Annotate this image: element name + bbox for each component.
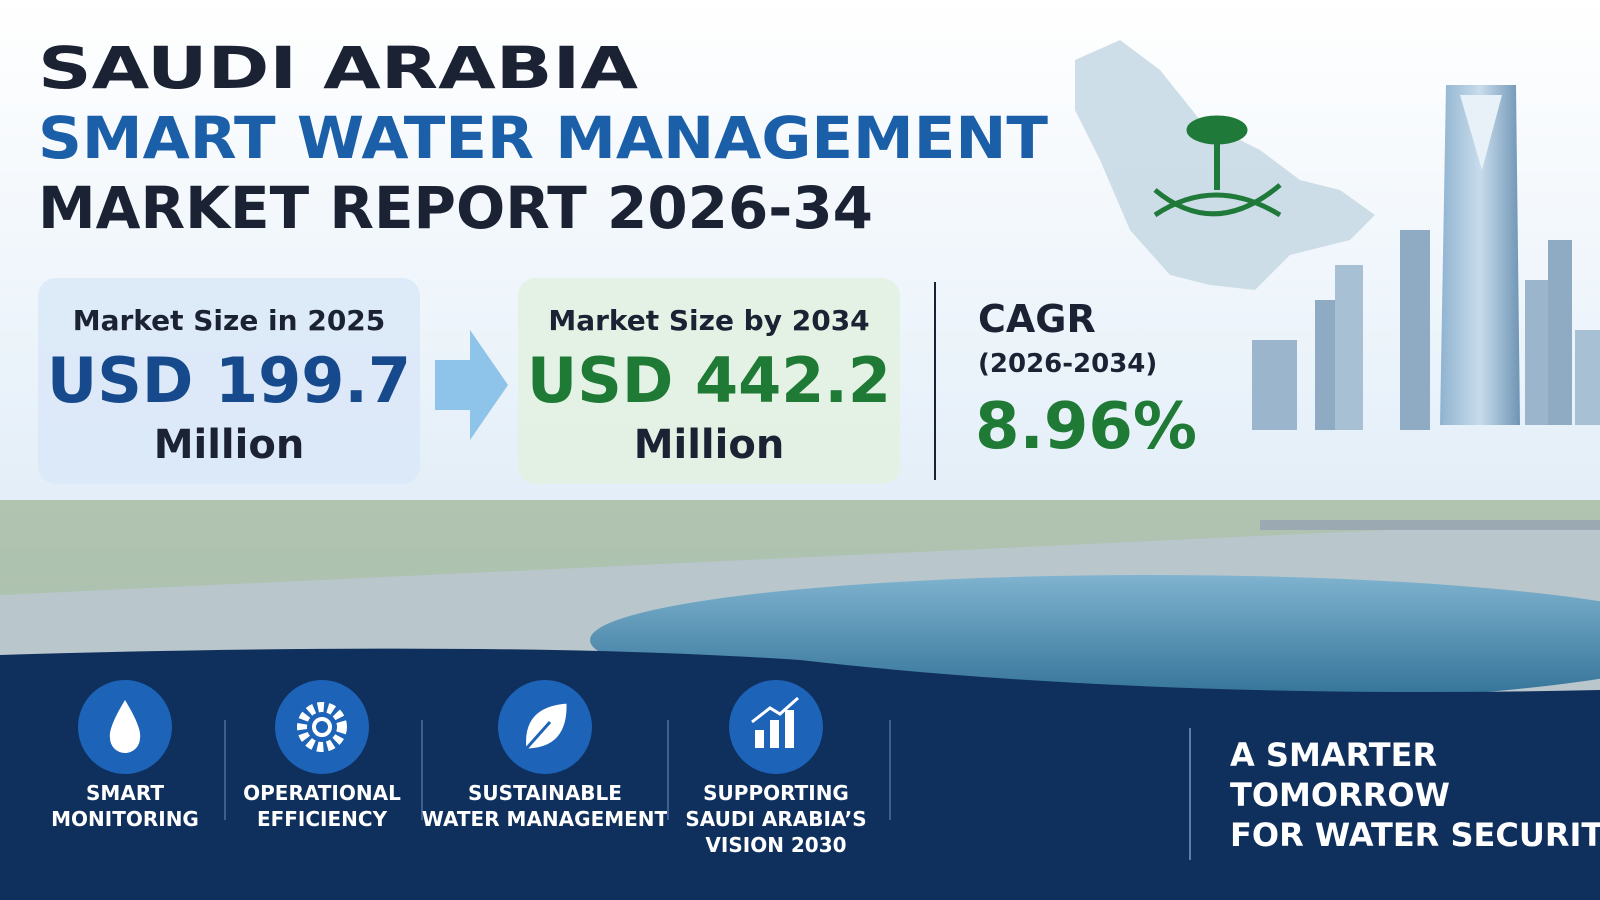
title-line: SAUDI ARABIA xyxy=(38,34,638,102)
tagline: A SMARTER xyxy=(1230,736,1437,774)
icon-drop xyxy=(109,700,141,753)
feature-label: SUSTAINABLE xyxy=(468,781,622,805)
icon-bar xyxy=(770,720,779,748)
feature-label: MONITORING xyxy=(51,807,199,831)
feature-label: WATER MANAGEMENT xyxy=(422,807,669,831)
feature-label: SAUDI ARABIA’S xyxy=(685,807,866,831)
feature-label: SMART xyxy=(86,781,164,805)
cagr-period: (2026-2034) xyxy=(978,349,1157,379)
bottom-band xyxy=(0,648,1600,900)
feature-label: OPERATIONAL xyxy=(243,781,401,805)
cagr-value: 8.96% xyxy=(975,390,1197,464)
feature: OPERATIONAL EFFICIENCY xyxy=(243,680,401,831)
emblem xyxy=(1153,115,1282,218)
map xyxy=(1075,40,1375,290)
feature: SMART MONITORING xyxy=(51,680,199,831)
feature-label: EFFICIENCY xyxy=(257,807,388,831)
feature-label: SUPPORTING xyxy=(703,781,849,805)
icon-gear-hub xyxy=(312,717,332,737)
feature: SUPPORTING SAUDI ARABIA’S VISION 2030 xyxy=(685,680,867,857)
icon-bar xyxy=(755,730,764,748)
cagr-label: CAGR xyxy=(978,297,1096,341)
stat-value: USD 442.2 xyxy=(527,344,891,417)
stat-value: USD 199.7 xyxy=(47,344,411,417)
stat-label: Market Size by 2034 xyxy=(548,304,869,337)
stat-box xyxy=(38,278,420,484)
title-line: SMART WATER MANAGEMENT xyxy=(38,104,1048,172)
feature-label: VISION 2030 xyxy=(705,833,846,857)
stat-label: Market Size in 2025 xyxy=(73,304,386,337)
stat-unit: Million xyxy=(154,422,305,468)
skyline xyxy=(1252,85,1600,430)
stat-box xyxy=(518,278,900,484)
icon-leaf xyxy=(523,700,570,752)
icon-gear xyxy=(297,702,347,752)
feature: SUSTAINABLE WATER MANAGEMENT xyxy=(422,680,669,831)
icon-bar xyxy=(785,710,794,748)
tagline: TOMORROW xyxy=(1230,776,1450,814)
tagline: FOR WATER SECURITY xyxy=(1230,816,1600,854)
title-line: MARKET REPORT 2026-34 xyxy=(38,174,873,242)
bridge xyxy=(1260,520,1600,530)
arrow xyxy=(435,330,508,440)
icon-trend xyxy=(751,696,799,724)
stat-unit: Million xyxy=(634,422,785,468)
